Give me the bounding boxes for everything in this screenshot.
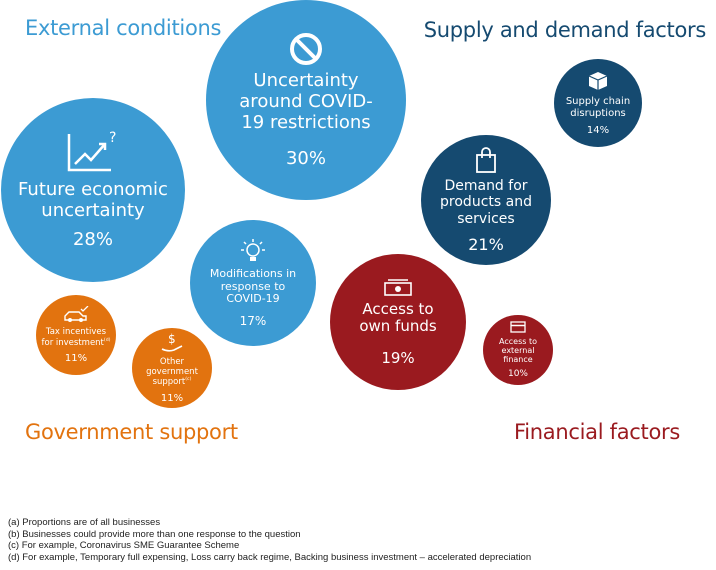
svg-text:?: ? xyxy=(109,130,116,146)
bubble-label: Tax incentives for investment(d) xyxy=(41,326,111,348)
footnote: (c) For example, Coronavirus SME Guarant… xyxy=(8,540,240,551)
bubble-label: Access to own funds xyxy=(359,299,437,335)
card-icon xyxy=(510,321,526,333)
bubble-demand: Demand for products and services 21% xyxy=(421,135,551,265)
bubble-value: 30% xyxy=(285,147,326,169)
heading-financial-factors: Financial factors xyxy=(514,420,680,444)
bubble-value: 14% xyxy=(586,125,610,136)
heading-external-conditions: External conditions xyxy=(25,16,222,40)
bubble-label: Supply chain disruptions xyxy=(565,96,631,119)
bubble-value: 28% xyxy=(72,229,113,251)
car-check-icon xyxy=(64,305,89,322)
bubble-label: Future economic uncertainty xyxy=(18,178,168,221)
svg-text:$: $ xyxy=(168,332,176,346)
bubble-value: 11% xyxy=(64,353,88,365)
footnote-ref: (d) xyxy=(103,337,111,343)
bubble-value: 19% xyxy=(381,349,415,368)
bubble-label: Access to external finance xyxy=(499,336,537,365)
bubble-own-funds: Access to own funds 19% xyxy=(330,254,466,390)
footnotes: (a) Proportions are of all businesses (b… xyxy=(8,517,531,563)
footnote: (d) For example, Temporary full expensin… xyxy=(8,551,532,563)
bubble-other-government-support: $ Other government support(c) 11% xyxy=(132,328,212,408)
bubble-external-finance: Access to external finance 10% xyxy=(483,315,553,385)
bubble-label: Uncertainty around COVID-19 restrictions xyxy=(239,70,373,133)
bubble-value: 11% xyxy=(160,393,184,405)
footnote: (b) Businesses could provide more than o… xyxy=(8,528,301,540)
dollar-hand-icon: $ xyxy=(161,332,183,352)
box-icon xyxy=(588,72,608,90)
bubble-value: 21% xyxy=(468,234,504,254)
bubble-supply-chain: Supply chain disruptions 14% xyxy=(554,59,642,147)
bubble-value: 17% xyxy=(239,313,267,328)
bubble-covid-restrictions: Uncertainty around COVID-19 restrictions… xyxy=(206,0,406,200)
bubble-label: Demand for products and services xyxy=(440,178,532,227)
shopping-bag-icon xyxy=(476,147,496,174)
bubble-modifications-covid: Modifications in response to COVID-19 17… xyxy=(190,220,316,346)
bubble-label: Modifications in response to COVID-19 xyxy=(209,267,297,306)
footnote-ref: (c) xyxy=(185,377,192,383)
heading-supply-demand: Supply and demand factors xyxy=(423,18,707,42)
heading-government-support: Government support xyxy=(25,420,238,444)
chart-trend-question-icon: ? xyxy=(67,130,116,172)
lightbulb-gear-icon xyxy=(241,239,265,262)
footnote: (a) Proportions are of all businesses xyxy=(8,517,161,528)
prohibited-icon xyxy=(290,33,322,66)
cash-icon xyxy=(384,278,412,296)
bubble-value: 10% xyxy=(507,369,528,380)
bubble-label: Other government support(c) xyxy=(146,356,198,388)
bubble-future-economic-uncertainty: ? Future economic uncertainty 28% xyxy=(1,98,185,282)
bubble-tax-incentives: Tax incentives for investment(d) 11% xyxy=(36,295,116,375)
